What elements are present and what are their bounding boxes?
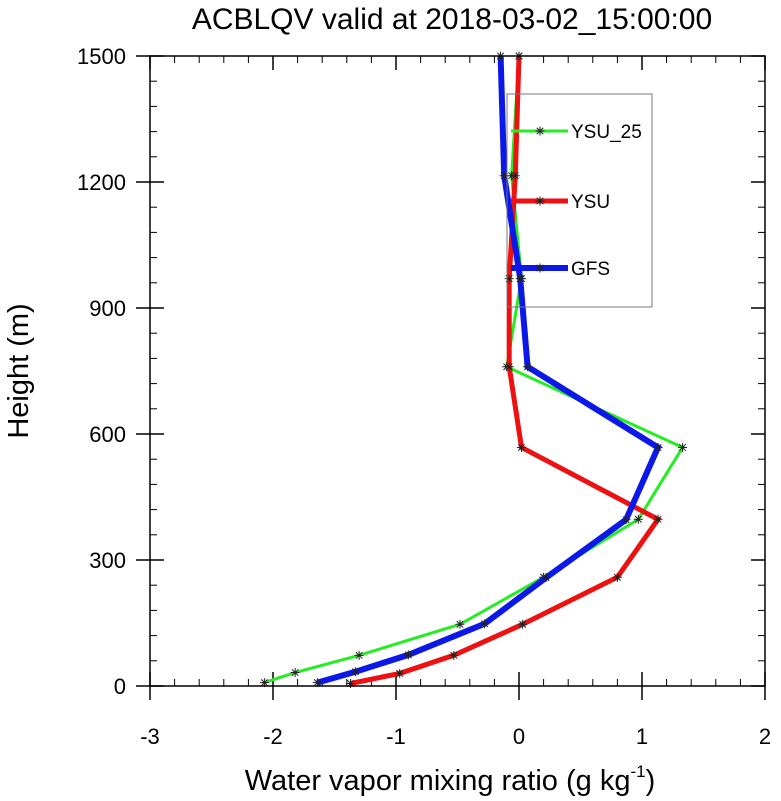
x-tick-labels: -3 -2 -1 0 1 2 [140,724,771,749]
data-point [612,572,622,582]
x-tick-label: 1 [636,724,648,749]
axis-ticks [136,55,766,700]
data-point [653,442,663,452]
x-tick-label: 0 [513,724,525,749]
legend-box [506,93,653,308]
data-point [523,362,533,372]
data-point [516,442,526,452]
series-line [316,55,662,686]
y-tick-label: 1500 [77,44,126,69]
legend: YSU_25 YSU GFS [506,93,653,308]
data-point [504,362,514,372]
series-layer [259,51,688,688]
y-tick-label: 0 [114,674,126,699]
y-tick-label: 900 [89,296,126,321]
y-tick-label: 300 [89,548,126,573]
series-gfs [312,51,663,688]
data-point [449,650,459,660]
data-point [504,274,514,284]
x-tick-label: -1 [386,724,406,749]
y-tick-label: 600 [89,422,126,447]
series-line [263,55,685,685]
data-point [678,442,688,452]
data-point [312,678,322,688]
series-ysu [345,51,663,688]
chart-title: ACBLQV valid at 2018-03-02_15:00:00 [192,3,712,36]
data-point [633,514,643,524]
legend-entry: YSU_25 [511,122,642,143]
legend-label: YSU [571,192,610,213]
x-tick-label: -2 [263,724,283,749]
x-axis-title: Water vapor mixing ratio (g kg-1) [245,762,656,797]
legend-entry: YSU [511,192,610,213]
data-point [515,274,525,284]
data-point [621,515,631,525]
data-point [518,619,528,629]
data-point [350,667,360,677]
x-tick-label: 2 [759,724,771,749]
data-point [541,573,551,583]
data-point [455,619,465,629]
data-point [480,619,490,629]
legend-marker [535,126,545,136]
data-point [259,678,269,688]
data-point [345,678,355,688]
plot-frame [149,55,766,687]
data-point [499,171,509,181]
x-tick-label: -3 [140,724,160,749]
series-ysu-25 [259,51,688,688]
data-point [290,668,300,678]
legend-label: GFS [571,259,610,280]
legend-label: YSU_25 [571,122,642,143]
legend-entry: GFS [511,259,610,280]
y-tick-label: 1200 [77,170,126,195]
data-point [510,171,520,181]
legend-marker [535,196,545,206]
data-point [395,668,405,678]
y-tick-labels: 0 300 600 900 1200 1500 [77,44,126,699]
data-point [403,650,413,660]
data-point [653,514,663,524]
legend-marker [535,263,545,273]
y-axis-title: Height (m) [3,303,35,438]
data-point [354,650,364,660]
